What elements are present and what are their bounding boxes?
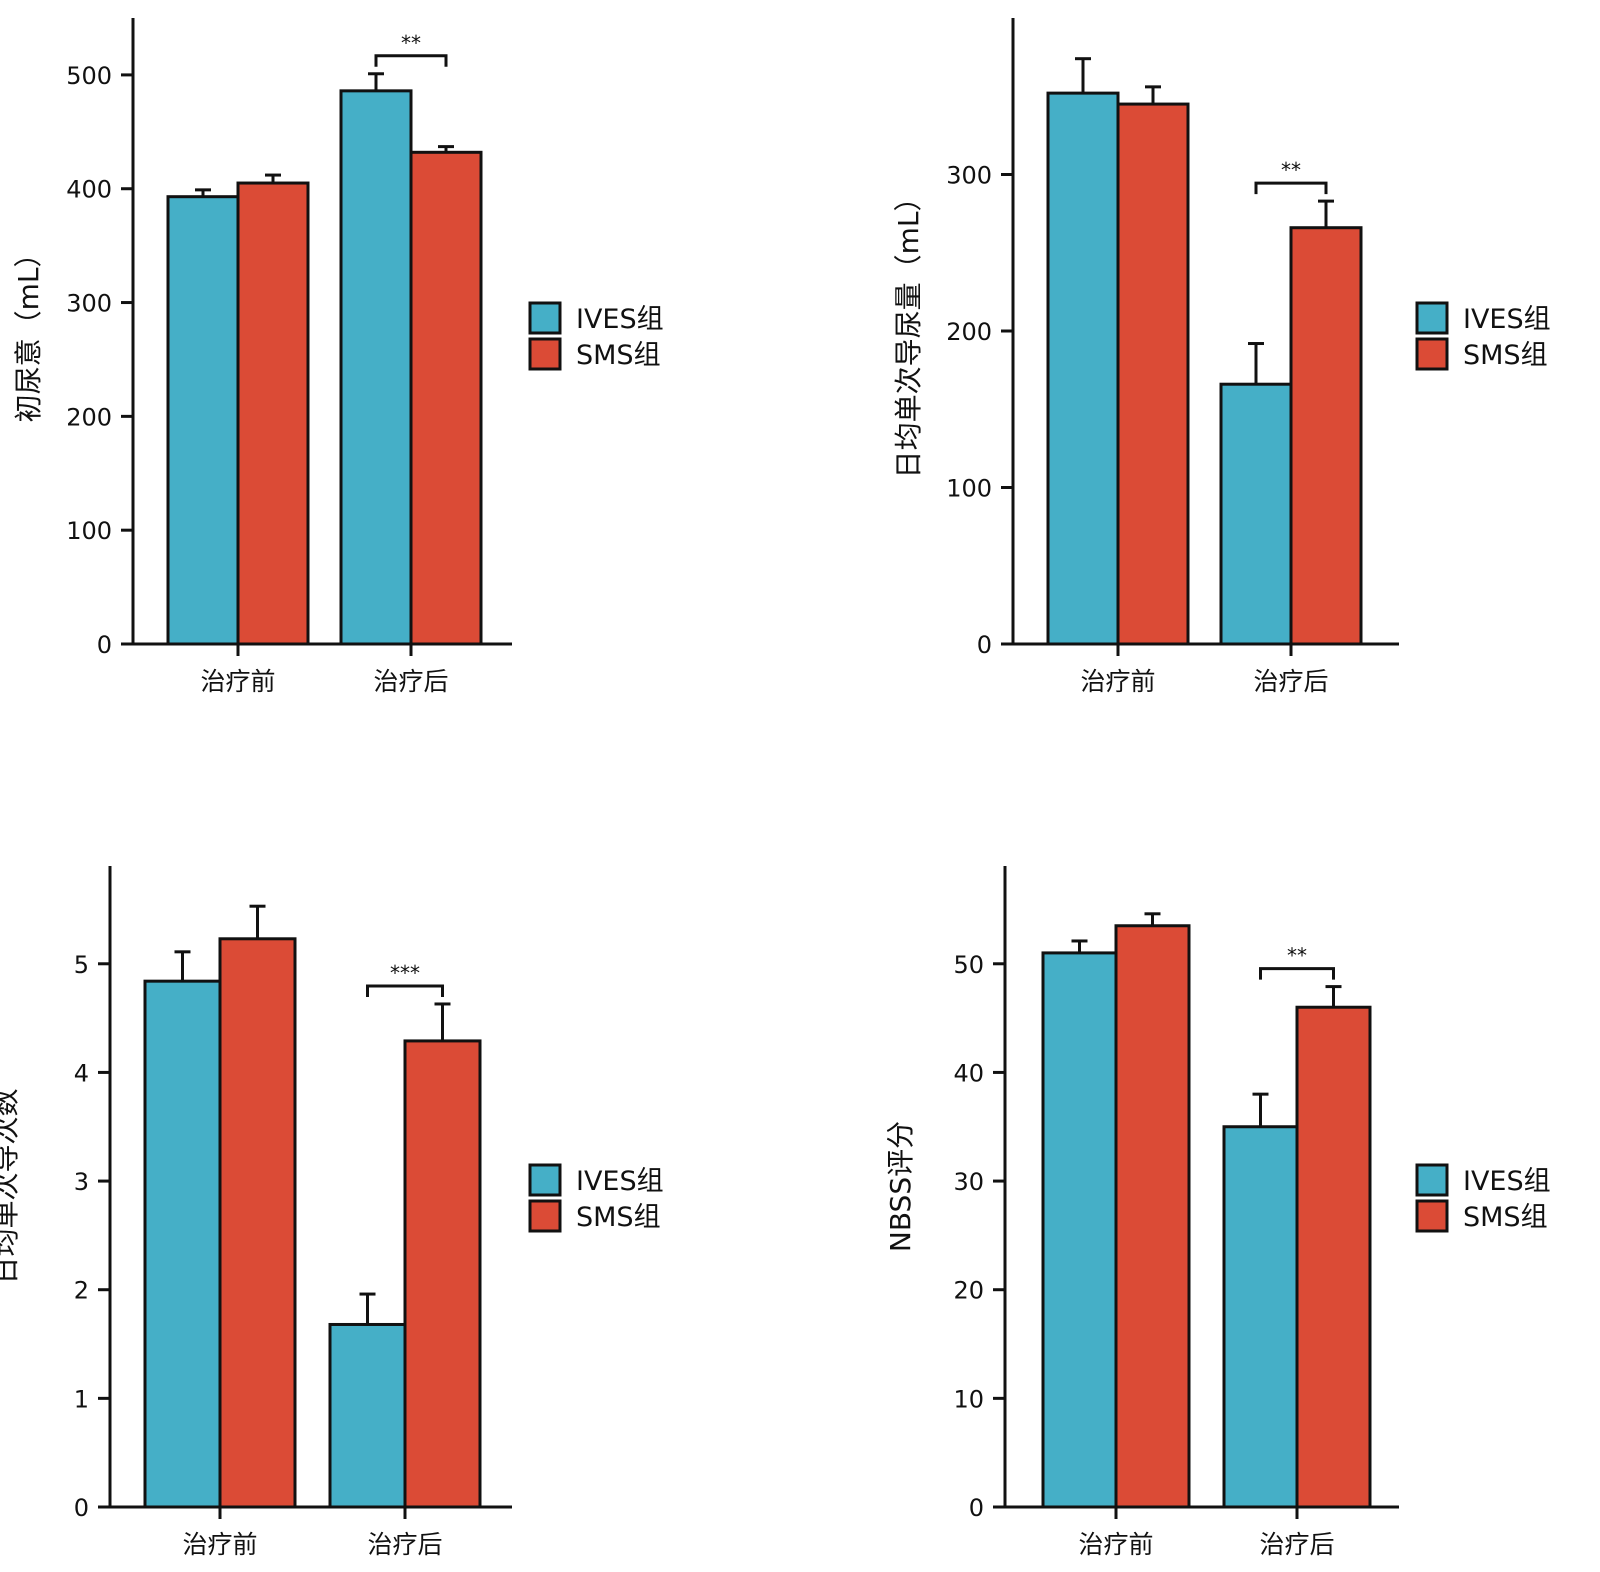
- c3-significance-bracket-0: [1259, 967, 1335, 980]
- c2-y-axis-title: 日均单次导次数: [0, 1088, 22, 1284]
- c0-bar-sms-1: [409, 150, 483, 646]
- c1-significance-bracket-0: [1254, 181, 1328, 195]
- c0-y-tick-label-3: 300: [66, 290, 112, 318]
- c2-x-tick-label-0: 治疗前: [182, 1530, 257, 1559]
- c3-legend-swatch-ives: [1415, 1163, 1449, 1197]
- c3-y-tick-label-2: 20: [953, 1277, 984, 1305]
- c3-legend-label-ives: IVES组: [1463, 1166, 1551, 1197]
- chart-first-urge-volume: 0 100 200 300 400 500 初尿意（mL） 治疗前 治疗后 ** IVES组 SMS组: [12, 18, 664, 696]
- c3-bar-sms-1: [1295, 1005, 1372, 1509]
- c0-y-axis-title: 初尿意（mL）: [12, 240, 45, 423]
- c0-legend-swatch-sms: [528, 337, 562, 371]
- c0-legend-swatch-ives: [528, 301, 562, 335]
- c3-x-tick-label-0: 治疗前: [1078, 1530, 1153, 1559]
- c2-y-tick-label-1: 1: [74, 1385, 89, 1413]
- c3-y-tick-label-4: 40: [953, 1059, 984, 1087]
- chart-panel-nbss: 0 10 20 30 40 50 NBSS评分治疗前 治疗后 ** IVES组 SMS组: [800, 786, 1600, 1572]
- c1-x-tick-label-1: 治疗后: [1253, 667, 1328, 696]
- c0-significance-label-0: **: [401, 31, 421, 55]
- c2-bar-ives-1: [328, 1322, 407, 1509]
- c0-x-tick-label-1: 治疗后: [373, 667, 448, 696]
- c2-y-tick-label-4: 4: [74, 1059, 89, 1087]
- c2-bar-sms-0: [218, 937, 297, 1509]
- c0-bar-sms-0: [236, 181, 310, 646]
- c2-y-tick-label-3: 3: [74, 1168, 89, 1196]
- c2-y-tick-label-0: 0: [74, 1494, 89, 1522]
- c1-bar-sms-1: [1289, 226, 1363, 646]
- c0-y-tick-label-4: 400: [66, 176, 112, 204]
- c0-legend-label-sms: SMS组: [576, 340, 661, 371]
- c3-bar-sms-0: [1114, 924, 1191, 1509]
- c1-legend-label-ives: IVES组: [1463, 304, 1551, 335]
- c0-y-tick-label-2: 200: [66, 403, 112, 431]
- c3-x-tick-label-1: 治疗后: [1259, 1530, 1334, 1559]
- chart-daily-catheter-volume: 0 100 200 300 日均单次导尿量（mL） 治疗前 治疗后 ** IVES组 SMS组: [892, 18, 1551, 696]
- c3-y-axis-title: NBSS评分: [884, 1121, 917, 1252]
- c3-y-tick-label-3: 30: [953, 1168, 984, 1196]
- c1-y-axis-title: 日均单次导尿量（mL）: [892, 184, 925, 479]
- c2-bar-sms-1: [403, 1039, 482, 1509]
- c1-bar-ives-1: [1219, 382, 1293, 646]
- c1-bar-ives-0: [1046, 91, 1120, 646]
- chart-panel-catheter-volume: 0 100 200 300 日均单次导尿量（mL） 治疗前 治疗后 ** IVES组 SMS组: [800, 0, 1600, 786]
- c0-y-tick-label-0: 0: [97, 631, 112, 659]
- c3-y-tick-label-0: 0: [969, 1494, 984, 1522]
- c1-y-tick-label-2: 200: [946, 318, 992, 346]
- c2-legend-label-ives: IVES组: [576, 1166, 664, 1197]
- c2-legend-swatch-ives: [528, 1163, 562, 1197]
- c3-legend-swatch-sms: [1415, 1199, 1449, 1233]
- c2-significance-bracket-0: [366, 984, 444, 997]
- c2-legend-swatch-sms: [528, 1199, 562, 1233]
- c1-legend-swatch-sms: [1415, 337, 1449, 371]
- c3-significance-label-0: **: [1287, 944, 1307, 968]
- c3-legend-label-sms: SMS组: [1463, 1202, 1548, 1233]
- c2-legend-label-sms: SMS组: [576, 1202, 661, 1233]
- c3-bar-ives-0: [1041, 951, 1118, 1509]
- c2-y-tick-label-5: 5: [74, 951, 89, 979]
- c2-x-tick-label-1: 治疗后: [367, 1530, 442, 1559]
- chart-panel-catheter-count: 0 1 2 3 4 5 日均单次导次数治疗前 治疗后 *** IVES组 SMS组: [0, 786, 800, 1572]
- c1-x-tick-label-0: 治疗前: [1080, 667, 1155, 696]
- c1-y-tick-label-0: 0: [977, 631, 992, 659]
- c2-y-tick-label-2: 2: [74, 1277, 89, 1305]
- c2-significance-label-0: ***: [390, 961, 420, 985]
- c0-significance-bracket-0: [374, 54, 448, 67]
- c1-legend-label-sms: SMS组: [1463, 340, 1548, 371]
- c1-y-tick-label-1: 100: [946, 475, 992, 503]
- c2-bar-ives-0: [143, 979, 222, 1509]
- c0-bar-ives-1: [339, 89, 413, 646]
- c0-y-tick-label-1: 100: [66, 517, 112, 545]
- c0-bar-ives-0: [166, 195, 240, 646]
- c3-bar-ives-1: [1222, 1125, 1299, 1509]
- c0-x-tick-label-0: 治疗前: [200, 667, 275, 696]
- c0-y-tick-label-5: 500: [66, 62, 112, 90]
- c1-legend-swatch-ives: [1415, 301, 1449, 335]
- c1-y-tick-label-3: 300: [946, 162, 992, 190]
- c3-y-tick-label-5: 50: [953, 951, 984, 979]
- c3-y-tick-label-1: 10: [953, 1385, 984, 1413]
- c1-bar-sms-0: [1116, 102, 1190, 646]
- c0-legend-label-ives: IVES组: [576, 304, 664, 335]
- chart-panel-first-urge: 0 100 200 300 400 500 初尿意（mL） 治疗前 治疗后 ** IVES组 SMS组: [0, 0, 800, 786]
- c1-significance-label-0: **: [1281, 158, 1301, 182]
